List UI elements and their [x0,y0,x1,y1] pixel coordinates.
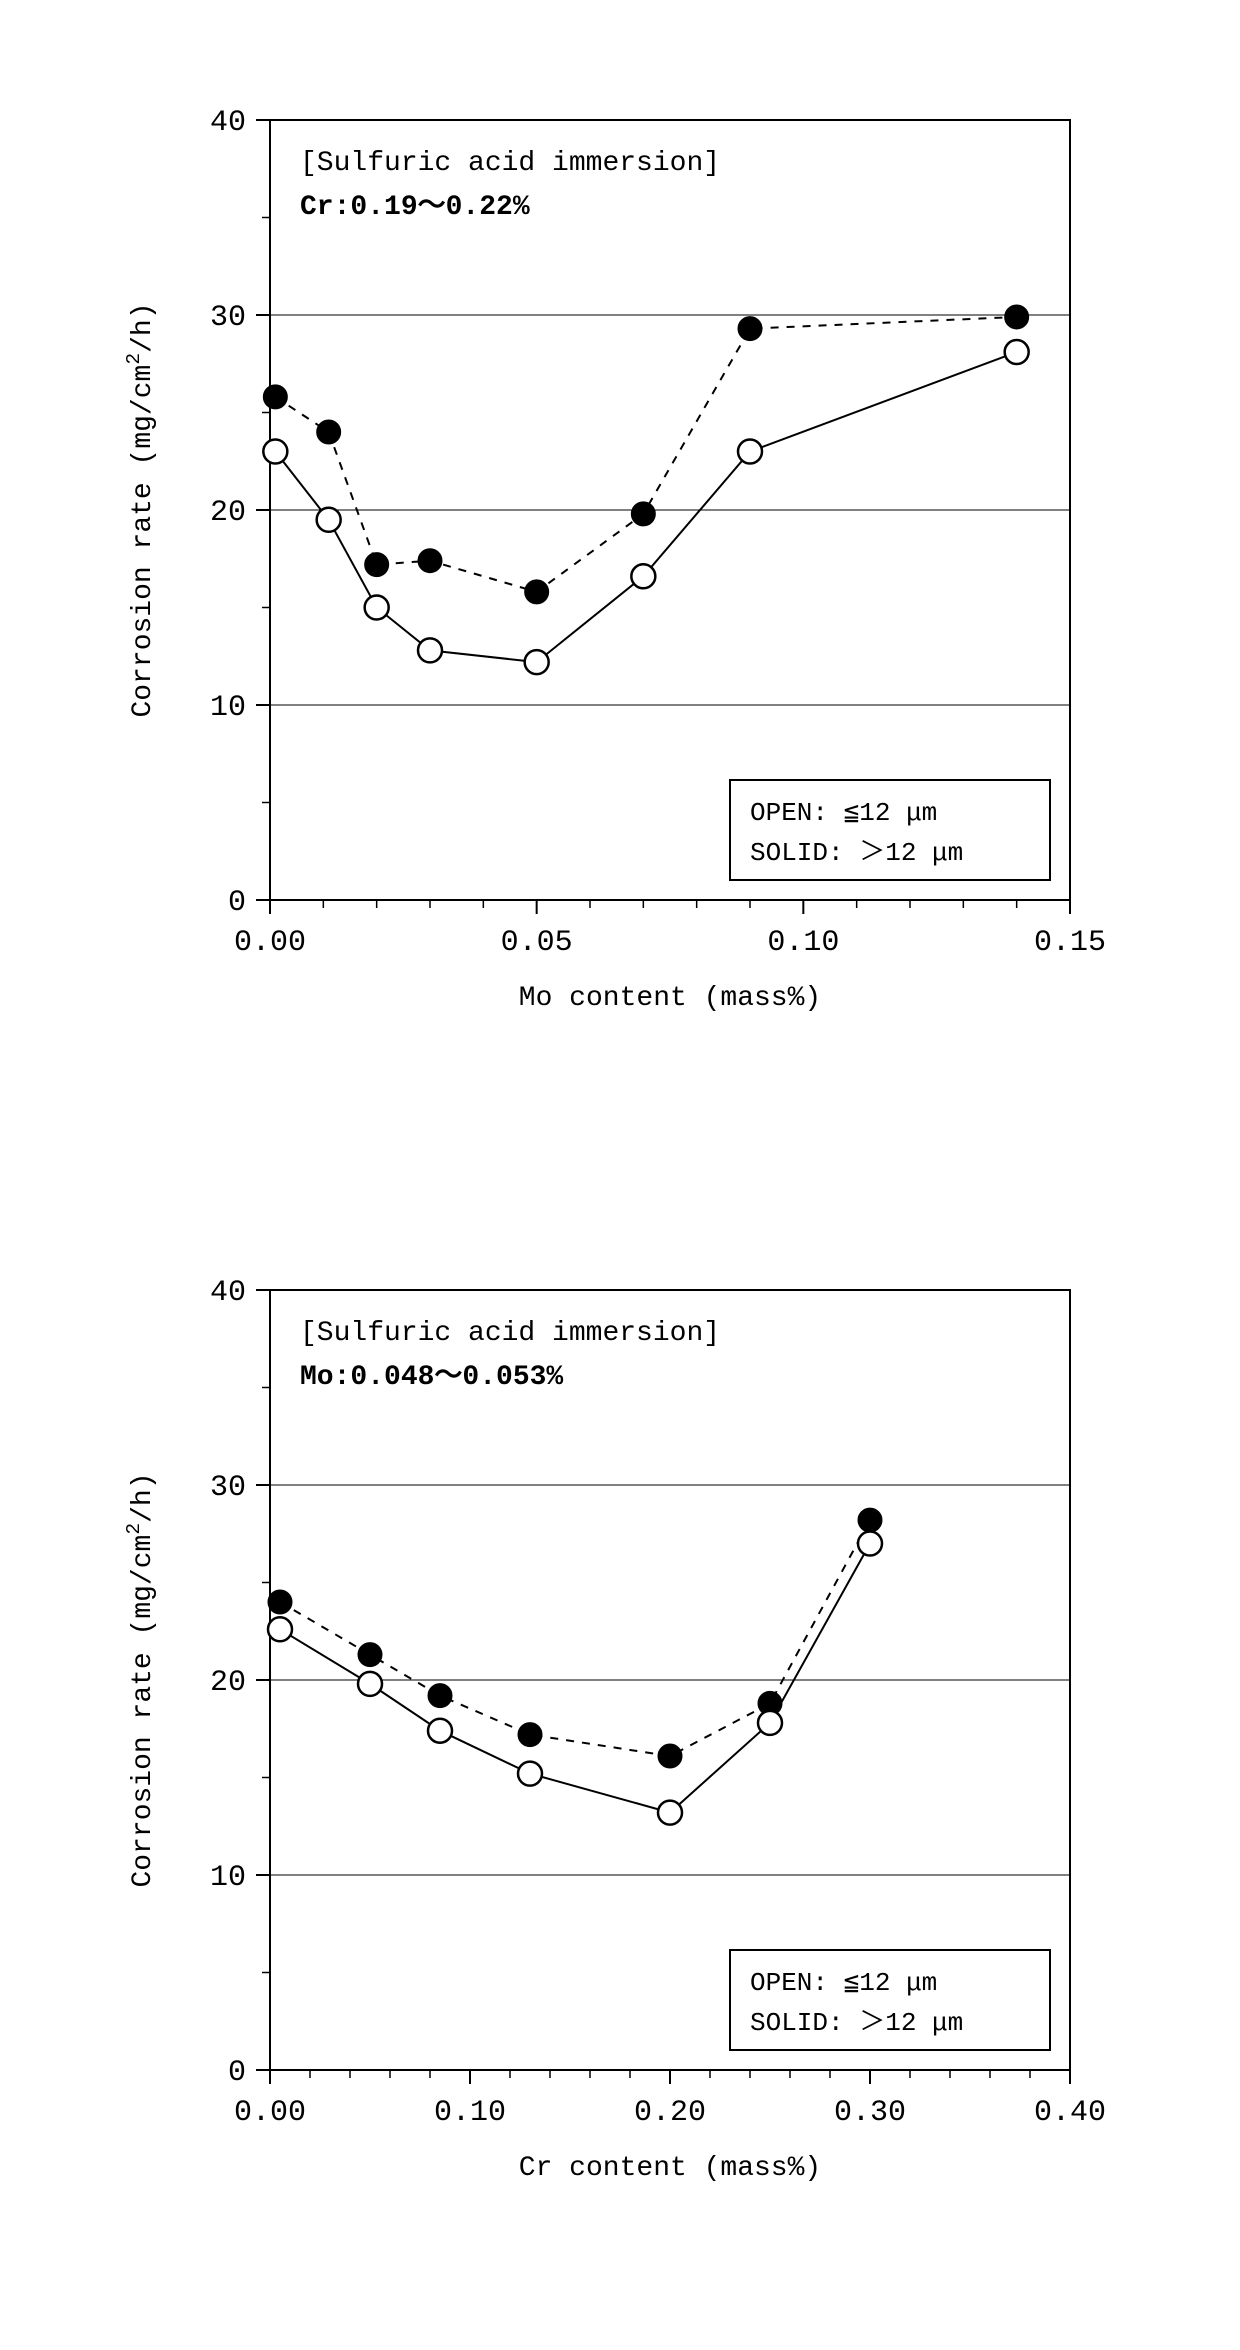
marker-solid-circle [268,1590,292,1614]
x-axis-label: Mo content (mass%) [519,983,821,1014]
marker-solid-circle [738,317,762,341]
marker-solid-circle [358,1643,382,1667]
xtick-label: 0.20 [634,2096,706,2130]
marker-open-circle [1005,340,1029,364]
xtick-label: 0.30 [834,2096,906,2130]
marker-solid-circle [858,1508,882,1532]
chart-title-line2: Cr:0.19～0.22% [300,192,530,223]
ytick-label: 10 [210,1861,246,1895]
ytick-label: 40 [210,106,246,140]
x-axis-label: Cr content (mass%) [519,2153,821,2184]
y-axis-label: Corrosion rate (mg/cm2/h) [123,302,159,717]
marker-solid-circle [317,420,341,444]
xtick-label: 0.10 [434,2096,506,2130]
xtick-label: 0.15 [1034,926,1106,960]
legend-solid-label: SOLID: ＞12 μm [750,838,963,868]
xtick-label: 0.00 [234,926,306,960]
marker-solid-circle [418,549,442,573]
marker-open-circle [525,650,549,674]
chart-cr-svg: 0.00 0.10 0.20 0.30 0.40 0 10 20 30 40 Cr content … [80,1230,1160,2250]
ytick-label: 30 [210,1471,246,1505]
ytick-label: 30 [210,301,246,335]
xtick-label: 0.10 [767,926,839,960]
marker-open-circle [317,508,341,532]
marker-open-circle [518,1762,542,1786]
marker-solid-circle [1005,305,1029,329]
chart-mo-svg: 0.00 0.05 0.10 0.15 0 10 20 30 40 Mo content (mas… [80,60,1160,1080]
ytick-label: 0 [228,2056,246,2090]
marker-solid-circle [658,1744,682,1768]
chart-cr-content: 0.00 0.10 0.20 0.30 0.40 0 10 20 30 40 Cr content … [80,1230,1160,2255]
chart-title-line2: Mo:0.048～0.053% [300,1362,563,1393]
xtick-label: 0.00 [234,2096,306,2130]
marker-open-circle [428,1719,452,1743]
marker-open-circle [858,1532,882,1556]
marker-solid-circle [365,553,389,577]
marker-solid-circle [263,385,287,409]
marker-solid-circle [518,1723,542,1747]
chart-title-line1: [Sulfuric acid immersion] [300,148,720,179]
legend-open-label: OPEN: ≦12 μm [750,1968,937,1998]
ytick-label: 0 [228,886,246,920]
ytick-label: 40 [210,1276,246,1310]
xtick-label: 0.05 [501,926,573,960]
marker-solid-circle [525,580,549,604]
chart-mo-content: 0.00 0.05 0.10 0.15 0 10 20 30 40 Mo content (mas… [80,60,1160,1085]
marker-open-circle [758,1711,782,1735]
legend-solid-label: SOLID: ＞12 μm [750,2008,963,2038]
xtick-label: 0.40 [1034,2096,1106,2130]
marker-open-circle [365,596,389,620]
marker-open-circle [263,440,287,464]
marker-open-circle [358,1672,382,1696]
marker-open-circle [268,1617,292,1641]
ytick-label: 10 [210,691,246,725]
marker-open-circle [658,1801,682,1825]
ytick-label: 20 [210,496,246,530]
legend-open-label: OPEN: ≦12 μm [750,798,937,828]
page: 0.00 0.05 0.10 0.15 0 10 20 30 40 Mo content (mas… [0,0,1240,2350]
marker-open-circle [418,638,442,662]
chart-title-line1: [Sulfuric acid immersion] [300,1318,720,1349]
marker-open-circle [631,564,655,588]
y-axis-label: Corrosion rate (mg/cm2/h) [123,1472,159,1887]
marker-open-circle [738,440,762,464]
ytick-label: 20 [210,1666,246,1700]
marker-solid-circle [428,1684,452,1708]
marker-solid-circle [631,502,655,526]
